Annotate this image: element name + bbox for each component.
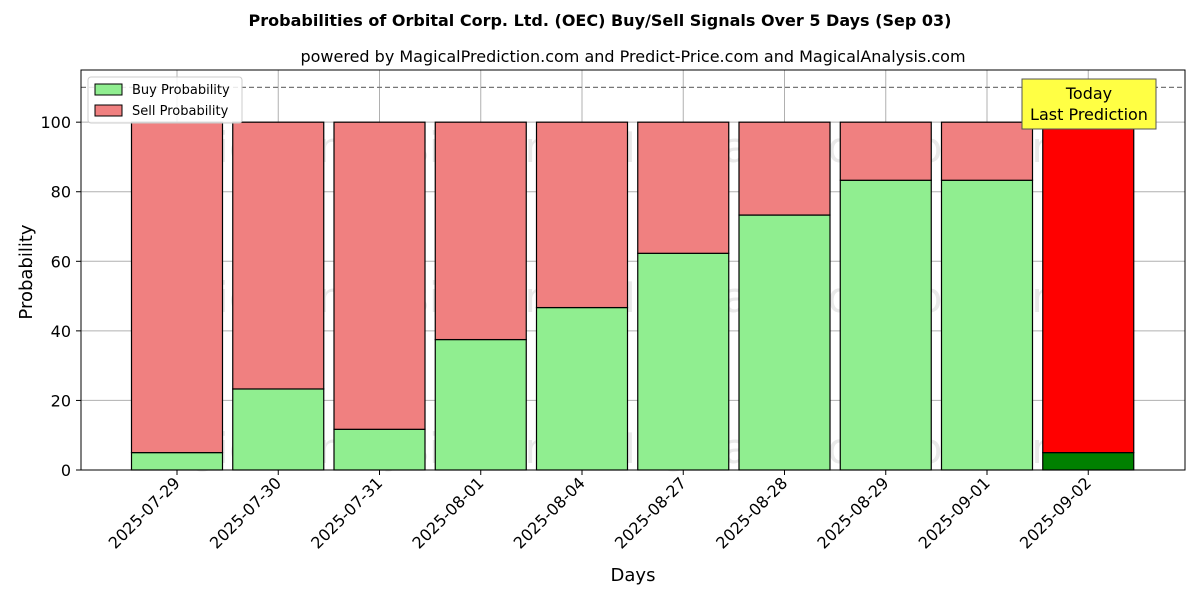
x-tick-label: 2025-08-27 [611,473,690,552]
annotation-line-1: Today [1065,84,1112,103]
bar-sell-2025-08-04 [535,121,629,309]
y-tick-label: 20 [51,391,71,410]
plot-frame [80,69,1186,471]
bar-buy-2025-08-29 [839,179,932,471]
x-tick-label: 2025-08-29 [813,473,892,552]
legend-label-sell: Sell Probability [132,104,229,119]
annotation-line-2: Last Prediction [1030,105,1148,124]
legend: Buy Probability Sell Probability [87,76,243,124]
bar-buy-2025-07-31 [333,428,426,471]
x-tick-label: 2025-08-28 [712,473,791,552]
bars [130,121,1135,471]
x-tick-label: 2025-09-01 [915,473,994,552]
x-tick-label: 2025-09-02 [1016,473,1095,552]
legend-label-buy: Buy Probability [132,83,230,98]
y-tick-label: 60 [51,252,71,271]
legend-box [87,76,243,124]
y-tick-label: 100 [40,113,71,132]
x-tick-label: 2025-08-01 [408,473,487,552]
x-tick-label: 2025-07-30 [206,473,285,552]
bar-sell-2025-08-27 [637,121,730,254]
y-axis-title: Probability [16,224,37,319]
annotation-box [1021,78,1157,130]
bar-buy-2025-08-04 [535,306,629,471]
bar-buy-2025-08-28 [738,214,831,471]
legend-swatch-sell [94,104,123,117]
bar-buy-2025-08-01 [434,338,527,471]
y-tick-label: 40 [51,322,71,341]
y-tick-label: 80 [51,183,71,202]
bar-sell-2025-07-31 [333,121,426,430]
x-axis-title: Days [611,565,656,586]
bar-buy-2025-08-27 [637,252,730,471]
chart-subtitle: powered by MagicalPrediction.com and Pre… [300,47,965,66]
bar-buy-2025-09-01 [940,179,1034,471]
bar-sell-2025-08-01 [434,121,527,341]
y-tick-label: 0 [61,461,71,480]
chart-title: Probabilities of Orbital Corp. Ltd. (OEC… [249,11,952,30]
bar-buy-2025-09-02 [1042,452,1135,471]
bar-sell-2025-07-29 [130,121,224,454]
x-tick-label: 2025-07-29 [105,473,184,552]
today-annotation: Today Last Prediction [1021,78,1157,130]
bar-buy-2025-07-30 [232,388,325,471]
bar-sell-2025-08-29 [839,121,932,181]
bar-sell-2025-09-01 [940,121,1034,181]
x-tick-label: 2025-08-04 [510,473,589,552]
bar-buy-2025-07-29 [130,452,224,471]
bar-sell-2025-08-28 [738,121,831,216]
x-tick-label: 2025-07-31 [307,473,386,552]
legend-swatch-buy [94,83,123,96]
bar-sell-2025-07-30 [232,121,325,390]
bar-sell-2025-09-02 [1042,121,1135,454]
